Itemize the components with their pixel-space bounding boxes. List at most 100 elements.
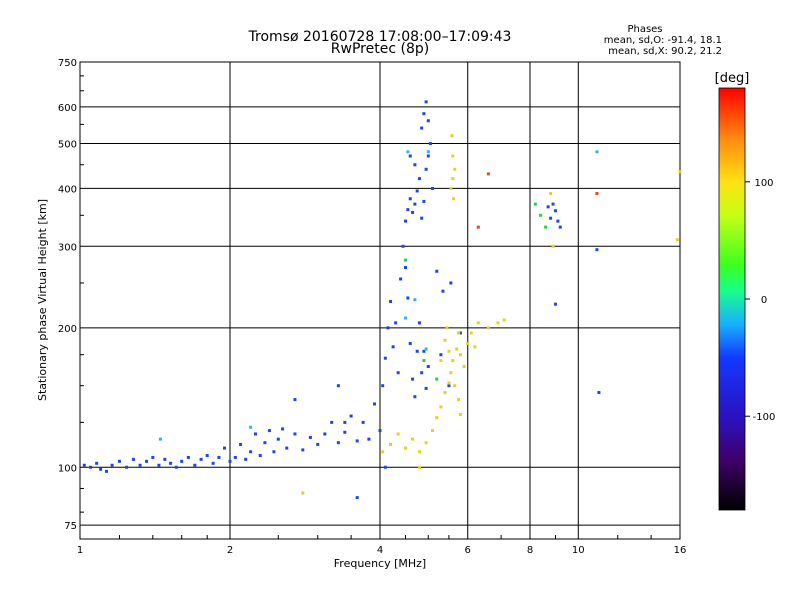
- data-point: [403, 258, 407, 262]
- data-point: [458, 412, 462, 416]
- data-point: [424, 100, 428, 104]
- data-point: [408, 197, 412, 201]
- data-point: [502, 318, 506, 322]
- data-point: [443, 338, 447, 342]
- data-point: [343, 430, 347, 434]
- data-point: [422, 349, 426, 353]
- x-tick-label: 10: [572, 545, 585, 556]
- data-point: [272, 450, 276, 454]
- data-point: [186, 455, 190, 459]
- data-point: [386, 326, 390, 330]
- data-point: [276, 437, 280, 441]
- data-point: [417, 177, 421, 181]
- data-point: [415, 189, 419, 193]
- data-point: [401, 244, 405, 248]
- data-point: [169, 461, 173, 465]
- data-point: [373, 402, 377, 406]
- data-point: [447, 384, 451, 388]
- data-point: [361, 420, 365, 424]
- data-point: [441, 289, 445, 293]
- data-point: [675, 238, 679, 242]
- data-point: [163, 457, 167, 461]
- colorbar-tick-label: 0: [761, 295, 767, 306]
- data-point: [424, 167, 428, 171]
- data-point: [406, 208, 410, 212]
- data-point: [678, 170, 682, 174]
- data-point: [496, 321, 500, 325]
- data-point: [381, 450, 385, 454]
- data-point: [420, 216, 424, 220]
- x-tick-labels: 1 2 4 6 8 10 16: [77, 545, 687, 556]
- data-point: [383, 465, 387, 469]
- data-point: [411, 210, 415, 214]
- data-point: [551, 244, 555, 248]
- data-point: [486, 172, 490, 176]
- data-point: [476, 321, 480, 325]
- data-point: [249, 450, 253, 454]
- data-point: [457, 398, 461, 402]
- data-point: [455, 347, 459, 351]
- data-point: [556, 219, 560, 223]
- data-point: [199, 457, 203, 461]
- data-point: [355, 439, 359, 443]
- data-point: [389, 299, 393, 303]
- data-point: [417, 321, 421, 325]
- data-point: [403, 265, 407, 269]
- chart-title: Tromsø 20160728 17:08:00–17:09:43: [248, 29, 512, 45]
- x-tick-label: 2: [227, 545, 233, 556]
- data-point: [435, 269, 439, 273]
- y-tick-label: 400: [58, 184, 77, 195]
- data-point: [451, 359, 455, 363]
- data-point: [244, 457, 248, 461]
- data-point: [157, 463, 161, 467]
- data-point: [389, 442, 393, 446]
- y-tick-label: 600: [58, 103, 77, 114]
- y-tick-label: 200: [58, 324, 77, 335]
- data-point: [95, 461, 99, 465]
- data-point: [549, 192, 553, 196]
- y-tick-label: 750: [58, 58, 77, 69]
- data-point: [473, 345, 477, 349]
- data-point: [453, 384, 457, 388]
- data-point: [330, 420, 334, 424]
- data-point: [406, 296, 410, 300]
- data-point: [301, 491, 305, 495]
- data-point: [228, 459, 232, 463]
- data-point: [553, 302, 557, 306]
- data-point: [403, 219, 407, 223]
- data-point: [453, 167, 457, 171]
- data-point: [180, 459, 184, 463]
- phase-box-heading: Phases: [627, 24, 662, 35]
- data-point: [447, 349, 451, 353]
- data-point: [449, 186, 453, 190]
- data-point: [138, 463, 142, 467]
- data-point: [486, 326, 490, 330]
- data-point: [422, 112, 426, 116]
- data-point: [411, 377, 415, 381]
- data-point: [110, 463, 114, 467]
- data-point: [558, 225, 562, 229]
- data-point: [343, 420, 347, 424]
- data-point: [417, 450, 421, 454]
- data-point: [546, 205, 550, 209]
- plot-area: 1 2 4 6 8 10 16 75 100 200 300 400 500 600 750: [58, 58, 686, 556]
- x-axis-label: Frequency [MHz]: [334, 557, 426, 570]
- data-point: [205, 454, 209, 458]
- chart-subtitle: RwPretec (8p): [331, 41, 429, 57]
- data-point: [211, 461, 215, 465]
- data-point: [104, 469, 108, 473]
- data-point: [413, 202, 417, 206]
- data-point: [403, 446, 407, 450]
- data-point: [117, 459, 121, 463]
- data-point: [595, 192, 599, 196]
- data-point: [233, 455, 237, 459]
- data-point: [452, 197, 456, 201]
- data-point: [399, 277, 403, 281]
- data-point: [439, 353, 443, 357]
- y-axis-label: Stationary phase Virtual Height [km]: [36, 199, 49, 401]
- data-point: [476, 225, 480, 229]
- data-point: [417, 465, 421, 469]
- y-tick-label: 75: [64, 521, 77, 532]
- data-point: [125, 465, 129, 469]
- x-tick-label: 16: [674, 545, 687, 556]
